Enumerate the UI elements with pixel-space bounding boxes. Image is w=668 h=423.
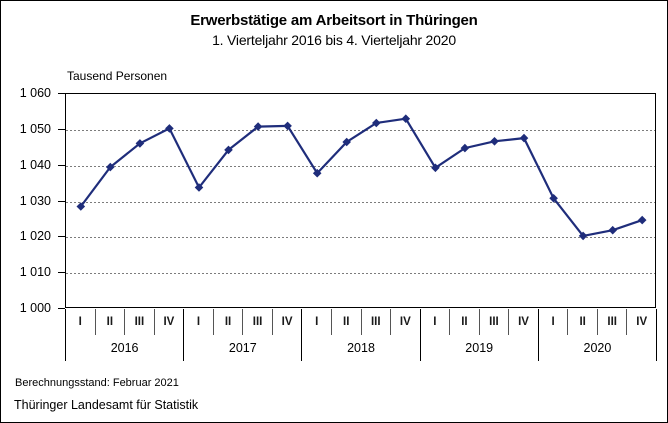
year-tick-label: 2020 [583,341,612,355]
y-axis: 1 000 1 010 1 020 1 030 1 040 1 050 1 060 [1,86,65,315]
quarter-row: I II III IV [66,309,183,335]
y-axis-tick [58,236,65,238]
quarter-tick-label: III [598,309,628,335]
quarter-tick-label: I [66,309,96,335]
quarter-row: I II III IV [184,309,301,335]
year-tick-label: 2018 [347,341,375,355]
quarter-tick-label: II [214,309,244,335]
year-group-2019: I II III IV 2019 [421,309,539,361]
quarter-tick-label: I [184,309,214,335]
quarter-tick-label: III [480,309,510,335]
x-axis: I II III IV 2016 I II III IV 2017 I II III IV 2018 I II I… [65,309,658,361]
quarter-tick-label: I [539,309,569,335]
quarter-tick-label: IV [281,316,293,328]
plot-area [65,93,656,308]
quarter-tick-label: II [450,309,480,335]
y-axis-tick [58,128,65,130]
gridline [66,129,655,131]
gridline [66,237,655,239]
year-group-2018: I II III IV 2018 [302,309,421,361]
y-axis-tick [58,308,65,309]
quarter-tick-label: III [125,309,155,335]
year-tick-label: 2017 [228,341,257,355]
quarter-tick-label: II [96,309,126,335]
quarter-tick-label: IV [163,316,175,328]
gridline [66,165,655,167]
gridline [66,273,655,275]
year-group-2016: I II III IV 2016 [66,309,185,361]
y-axis-tick-label: 1 050 [19,121,51,136]
y-axis-tick-label: 1 040 [19,157,51,172]
chart-title: Erwerbstätige am Arbeitsort in Thüringen [190,12,478,29]
y-axis-tick-label: 1 010 [19,265,51,280]
quarter-tick-label: II [568,309,598,335]
y-axis-tick [58,164,65,166]
y-axis-tick-label: 1 000 [19,301,51,315]
y-axis-tick-label: 1 030 [19,193,51,208]
year-tick-label: 2016 [110,341,139,355]
y-axis-unit-label: Tausend Personen [67,69,168,83]
gridline [66,201,655,203]
year-group-2017: I II III IV 2017 [184,309,303,361]
year-tick-label: 2019 [465,341,494,355]
quarter-tick-label: IV [518,316,529,328]
quarter-row: I II III IV [421,309,538,335]
quarter-tick-label: IV [636,316,648,328]
quarter-tick-label: II [332,309,362,335]
source-attribution: Thüringer Landesamt für Statistik [14,398,199,412]
quarter-row: I II III IV [539,309,656,335]
y-axis-tick-label: 1 060 [19,86,51,100]
series-line [79,117,643,238]
quarter-tick-label: III [362,309,392,335]
y-axis-tick [58,272,65,274]
year-group-2020: I II III IV 2020 [539,309,658,361]
quarter-tick-label: IV [399,316,411,328]
chart-subtitle: 1. Vierteljahr 2016 bis 4. Vierteljahr 2… [212,32,456,48]
y-axis-tick [58,200,65,202]
quarter-tick-label: I [421,309,451,335]
y-axis-tick-label: 1 020 [19,229,51,244]
calculation-date-note: Berechnungsstand: Februar 2021 [15,377,179,389]
quarter-tick-label: I [302,309,332,335]
y-axis-tick [58,93,65,94]
quarter-row: I II III IV [302,309,419,335]
data-series-svg [76,114,647,241]
quarter-tick-label: III [243,309,273,335]
